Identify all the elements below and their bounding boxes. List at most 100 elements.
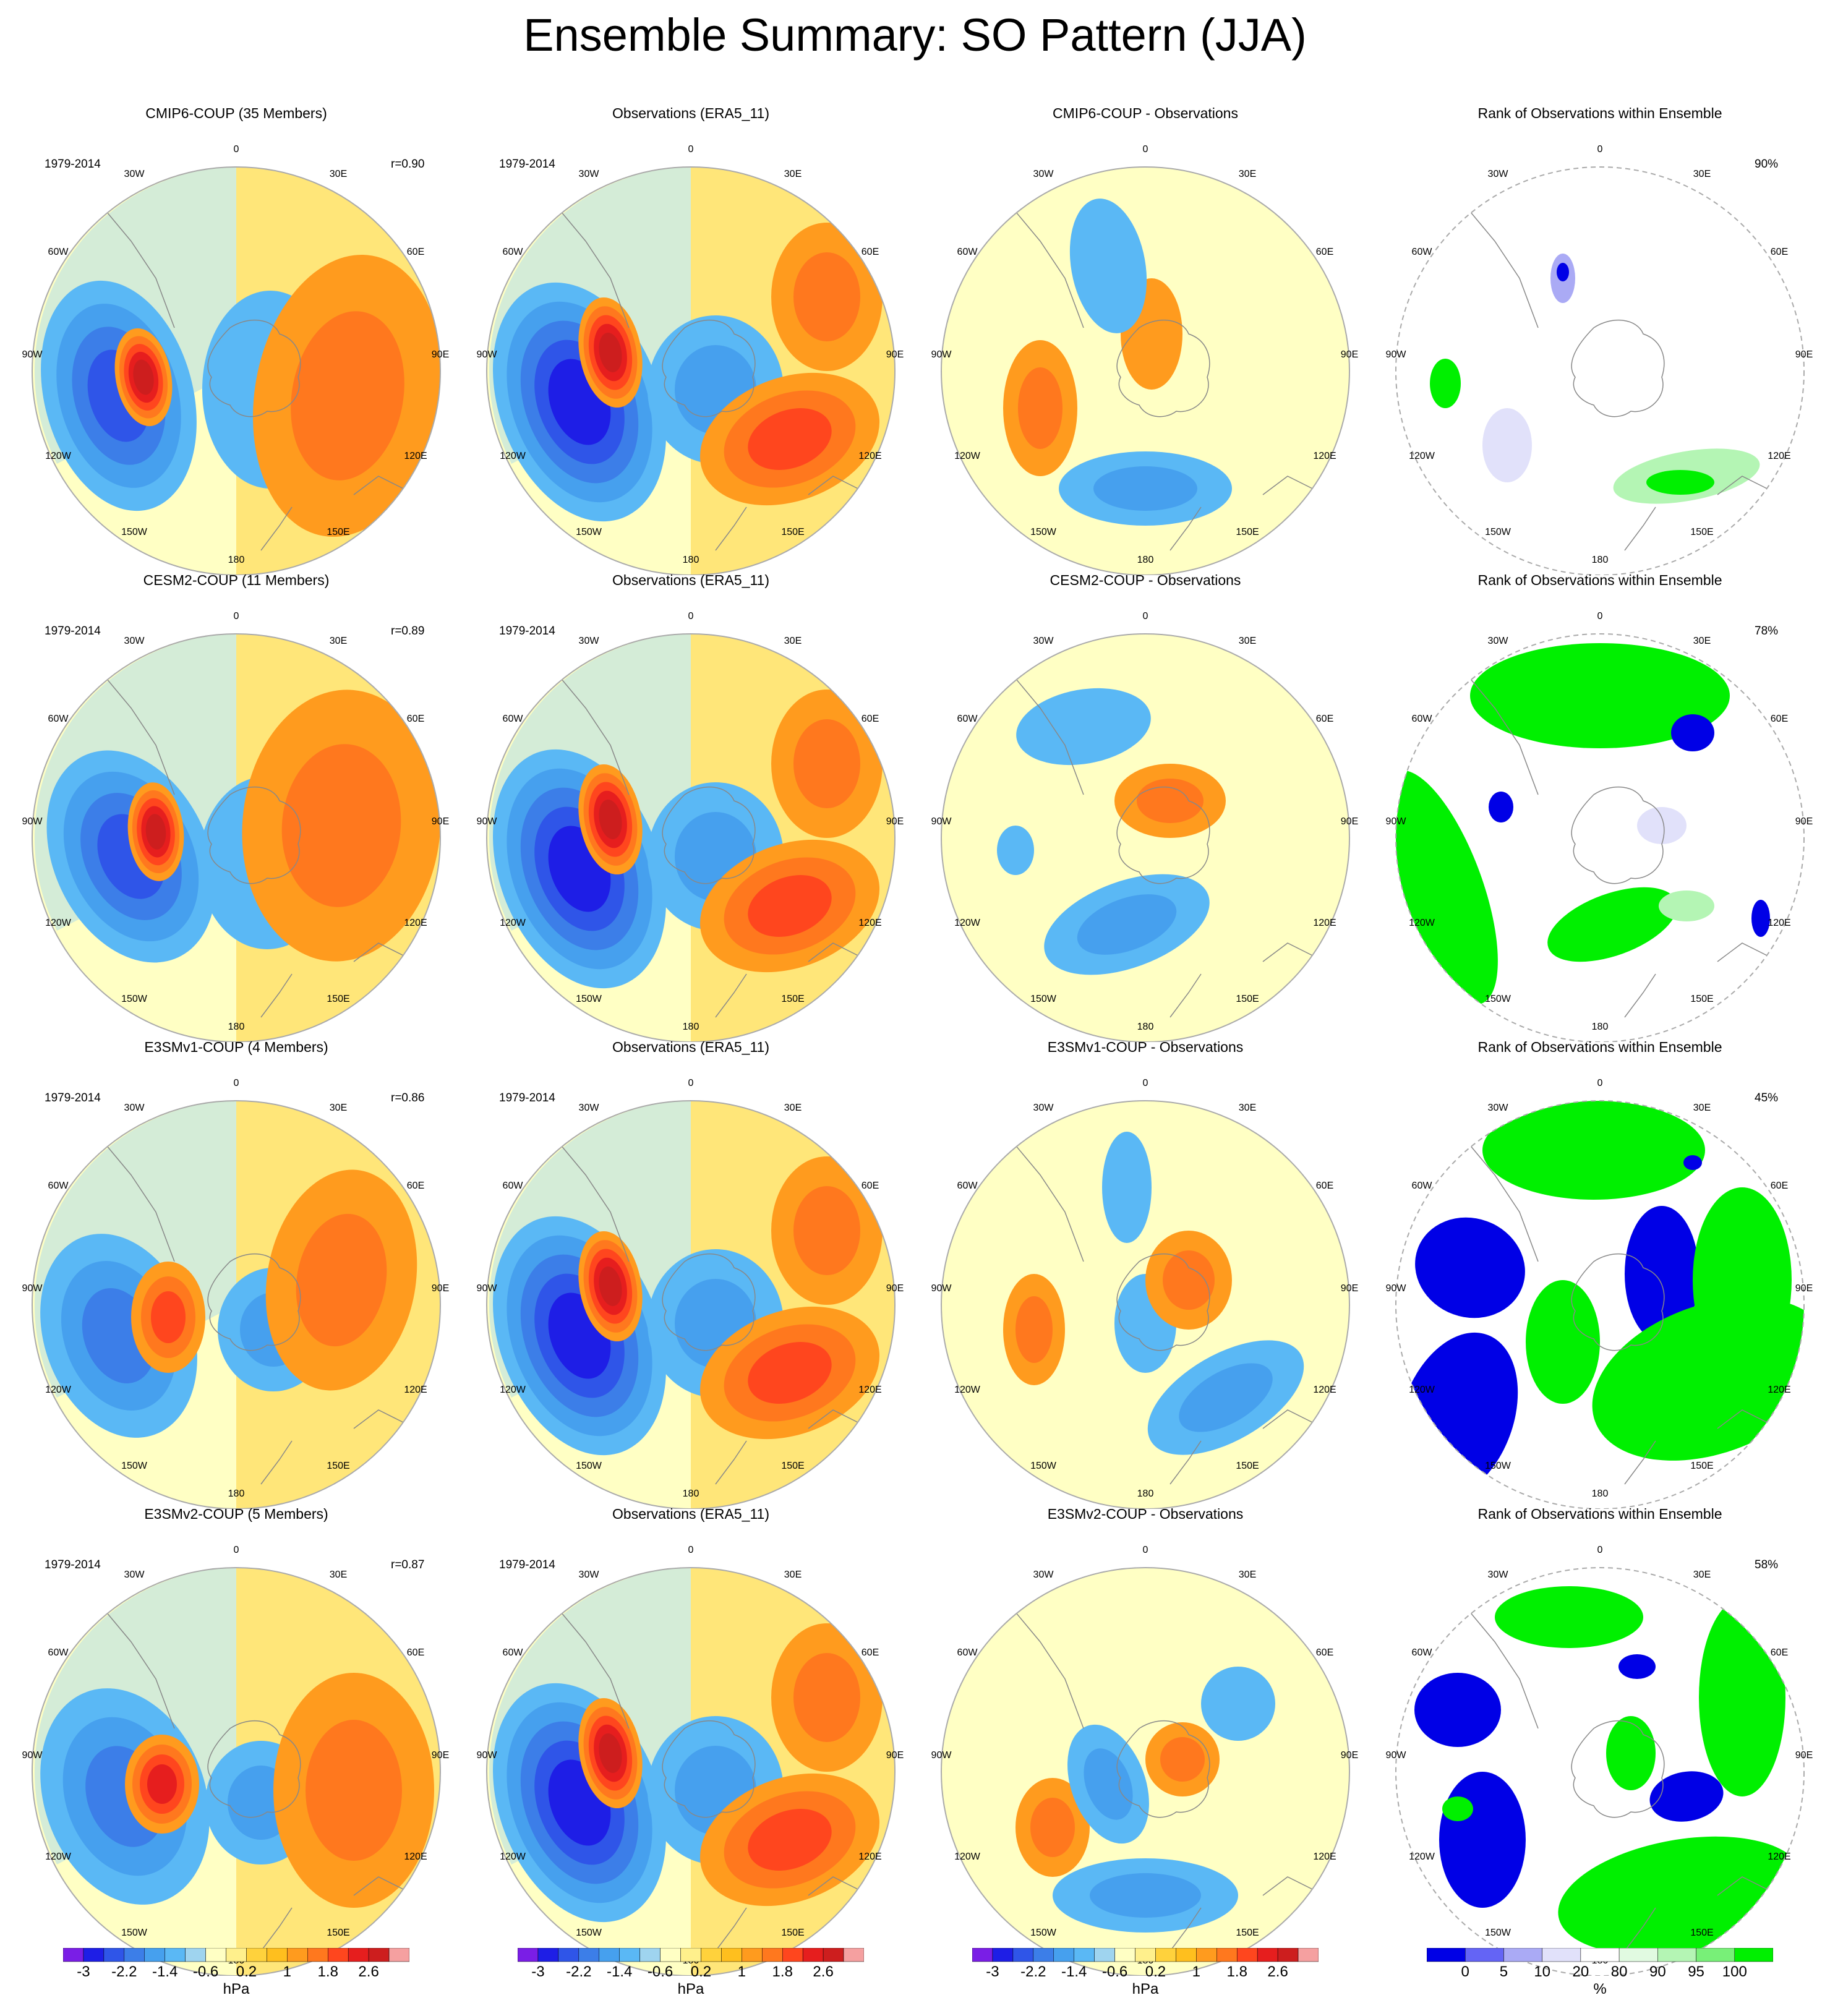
longitude-label: 180 xyxy=(683,555,699,565)
longitude-label: 60W xyxy=(48,1181,69,1191)
longitude-label: 0 xyxy=(1597,144,1603,155)
panel-title: Rank of Observations within Ensemble xyxy=(1477,105,1722,121)
anomaly-contour xyxy=(793,1186,860,1275)
obs-polar-map: 0 30W 30E 60W 60E 90W 90E 120W 120E 150W 150E 180 xyxy=(477,144,904,575)
difference-contour xyxy=(1069,199,1147,333)
longitude-label: 60E xyxy=(407,1647,424,1658)
map-outline xyxy=(941,1567,1350,1976)
longitude-label: 60E xyxy=(1316,247,1333,257)
africa-coastline xyxy=(808,634,834,672)
map-outline xyxy=(32,166,441,575)
colorbar-swatch xyxy=(1277,1948,1299,1962)
longitude-label: 30E xyxy=(1239,169,1256,179)
model-panel: CESM2-COUP (11 Members) 1979-2014 r=0.89 0 3… xyxy=(7,553,465,1042)
rank-region xyxy=(1671,714,1714,751)
rank-region xyxy=(1470,643,1730,748)
model-field xyxy=(32,634,440,1042)
rank-region xyxy=(1751,900,1770,937)
antarctica-coastline xyxy=(662,320,756,417)
diff-field xyxy=(941,167,1349,575)
longitude-label: 120E xyxy=(404,1385,427,1395)
model-panel: CMIP6-COUP (35 Members) 1979-2014 r=0.90 0 3… xyxy=(7,87,465,575)
longitude-label: 90W xyxy=(477,816,498,827)
obs-field xyxy=(487,1101,895,1509)
map-outline xyxy=(486,1567,896,1976)
longitude-label: 180 xyxy=(1137,1489,1154,1499)
colorbar-tick-label: 100 xyxy=(1722,1963,1747,1980)
colorbar-tick-label: -3 xyxy=(531,1963,544,1980)
colorbar-swatch xyxy=(327,1948,349,1962)
longitude-label: 90W xyxy=(22,816,43,827)
anomaly-contour xyxy=(748,875,832,937)
longitude-label: 120E xyxy=(858,1852,881,1862)
africa-coastline xyxy=(1262,1101,1288,1139)
panel-title: Rank of Observations within Ensemble xyxy=(1477,1506,1722,1522)
colorbar-swatch xyxy=(782,1948,803,1962)
longitude-label: 0 xyxy=(234,1078,239,1088)
colorbar-tick-label: 2.6 xyxy=(813,1963,833,1980)
longitude-label: 60W xyxy=(503,1647,524,1658)
colorbar-swatch xyxy=(992,1948,1014,1962)
longitude-label: 120W xyxy=(954,1852,981,1862)
longitude-label: 150E xyxy=(1236,1461,1259,1471)
longitude-label: 30W xyxy=(1488,636,1509,646)
longitude-label: 0 xyxy=(688,611,694,621)
new-zealand-coastline xyxy=(260,1440,293,1485)
longitude-label: 60E xyxy=(1316,714,1333,724)
colorbar-units: % xyxy=(1593,1981,1606,1997)
colorbar-units: hPa xyxy=(223,1981,250,1997)
period-label: 1979-2014 xyxy=(499,625,555,638)
difference-contour xyxy=(1160,1737,1205,1782)
rank-colorbar: 0 5 10 20 80 90 95 100% xyxy=(1427,1948,1773,1997)
africa-coastline xyxy=(1262,1568,1288,1606)
antarctica-coastline xyxy=(662,787,756,884)
longitude-label: 60W xyxy=(503,714,524,724)
longitude-label: 60W xyxy=(957,1181,978,1191)
new-zealand-coastline xyxy=(715,1440,747,1485)
colorbar-swatch xyxy=(1155,1948,1176,1962)
rank-region xyxy=(1489,792,1513,822)
obs-field xyxy=(487,1568,895,1976)
longitude-label: 60E xyxy=(1771,1647,1788,1658)
longitude-label: 90E xyxy=(432,1750,449,1761)
diff-field xyxy=(941,634,1349,1042)
longitude-label: 90E xyxy=(1795,1750,1813,1761)
longitude-label: 180 xyxy=(1137,555,1154,565)
map-outline xyxy=(486,166,896,575)
rank-polar-map: 0 30W 30E 60W 60E 90W 90E 120W 120E 150W 150E 180 xyxy=(1386,611,1813,1042)
colorbar-swatch xyxy=(680,1948,701,1962)
longitude-label: 30E xyxy=(1693,636,1711,646)
colorbar-swatch xyxy=(1734,1948,1773,1962)
longitude-label: 60W xyxy=(503,1181,524,1191)
rank-region xyxy=(1482,408,1532,482)
longitude-label: 30W xyxy=(1488,1103,1509,1113)
colorbar-tick-label: -3 xyxy=(77,1963,90,1980)
longitude-label: 90E xyxy=(886,816,904,827)
colorbar-swatch xyxy=(1503,1948,1542,1962)
anomaly-contour xyxy=(296,1213,387,1347)
longitude-label: 30E xyxy=(330,169,347,179)
colorbar-swatch xyxy=(843,1948,864,1962)
obs-polar-map: 0 30W 30E 60W 60E 90W 90E 120W 120E 150W 150E 180 xyxy=(477,1078,904,1509)
colorbar-tick-label: -2.2 xyxy=(1020,1963,1046,1980)
antarctica-coastline xyxy=(1571,1720,1665,1818)
colorbar-tick-label: 2.6 xyxy=(358,1963,378,1980)
obs-panel: Observations (ERA5_11) 1979-2014 0 30W 30E 60… xyxy=(462,87,920,575)
map-outline xyxy=(1395,166,1805,575)
longitude-label: 150E xyxy=(327,1928,349,1938)
anomaly-contour xyxy=(291,311,404,481)
africa-coastline xyxy=(808,1101,834,1139)
colorbar-swatch xyxy=(1427,1948,1466,1962)
longitude-label: 120E xyxy=(1313,1852,1336,1862)
map-outline xyxy=(1395,1100,1805,1509)
longitude-label: 180 xyxy=(1592,555,1609,565)
colorbar-swatch xyxy=(558,1948,579,1962)
new-zealand-coastline xyxy=(715,973,747,1018)
colorbar-swatch xyxy=(63,1948,84,1962)
colorbar-tick-label: 1 xyxy=(283,1963,291,1980)
rank-region xyxy=(1414,1673,1501,1747)
anomaly-contour xyxy=(793,719,860,808)
longitude-label: 150E xyxy=(781,994,804,1004)
